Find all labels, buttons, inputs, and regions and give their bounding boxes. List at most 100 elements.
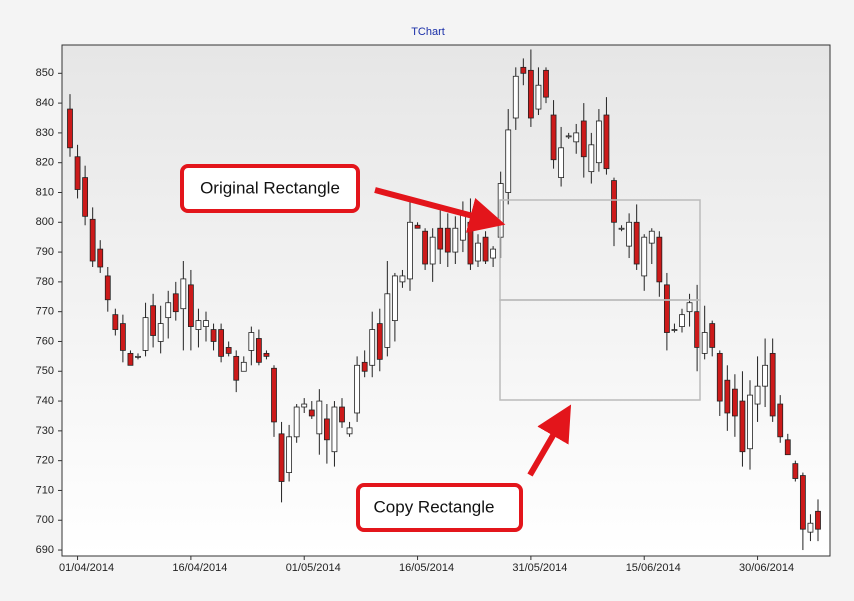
y-tick-label: 820 [36,157,54,169]
candle-body [618,227,625,230]
y-tick-label: 740 [36,395,54,407]
candle-body [512,75,519,119]
candle-body [74,156,81,190]
candle-body [119,323,126,351]
candle-body [271,367,277,423]
candle-body [543,69,549,98]
x-tick-label: 31/05/2014 [512,562,567,574]
y-tick-label: 690 [36,544,54,556]
candle-body [218,329,225,357]
candle-body [82,177,89,217]
candle-body [777,403,784,438]
candle-body [172,293,179,313]
candle-body [527,69,534,119]
candle-body [293,406,300,438]
y-tick-label: 700 [36,514,54,526]
candle-body [490,248,497,259]
candle-body [233,355,240,381]
candle-body [422,230,429,265]
arrow [527,404,572,477]
candle-body [565,135,572,138]
chart-title: TChart [411,26,445,38]
candle-body [112,314,119,330]
arrow [374,187,506,233]
candle-body [558,147,565,178]
candle-body [180,278,187,310]
candle-body [384,293,391,348]
candle-body [709,323,716,348]
candle-body [339,406,345,423]
candle-body [724,379,731,414]
candle-body [135,355,141,358]
candle-body [210,329,217,342]
callout-text: Original Rectangle [200,178,340,197]
candle-body [716,352,723,402]
candle-body [157,323,164,342]
candle-body [308,409,315,417]
candle-body [754,385,761,405]
candle-body [731,388,738,417]
candle-body [369,329,376,366]
candle-body [263,352,270,357]
callout-box [180,164,360,213]
candle-body [671,329,678,331]
candle-body [323,418,330,441]
candle-body [203,320,209,327]
candle-body [361,361,368,372]
y-tick-label: 840 [36,97,54,109]
candle-body [414,224,421,229]
candle-body [784,439,791,456]
candle-body [701,332,708,354]
callout-box [356,483,523,532]
candle-body [686,302,693,313]
candle-body [656,236,663,283]
x-tick-label: 16/05/2014 [399,562,454,574]
candle-body [437,227,444,250]
candle-body [595,120,602,164]
candle-body [301,403,308,408]
x-tick-label: 16/04/2014 [172,562,227,574]
candle-body [694,311,701,348]
y-tick-label: 710 [36,484,54,496]
candle-body [588,144,595,173]
y-tick-label: 830 [36,127,54,139]
candle-body [376,323,383,360]
candle-body [475,242,481,262]
y-tick-label: 780 [36,276,54,288]
candle-body [611,180,617,223]
candle-body [444,227,451,253]
candle-body [187,284,194,327]
candle-body [482,236,489,262]
copy-rectangle [499,299,701,401]
candle-body [679,314,685,327]
candle-body [142,317,149,351]
candle-body [792,463,799,479]
x-tick-label: 01/05/2014 [286,562,341,574]
candle-body [278,433,285,482]
candle-body [739,400,746,453]
y-tick-label: 730 [36,425,54,437]
candle-body [769,352,776,417]
candle-body [248,332,255,351]
candle-body [807,522,814,533]
y-tick-label: 750 [36,365,54,377]
candle-body [626,221,633,247]
y-tick-label: 770 [36,306,54,318]
candle-body [452,227,459,253]
candle-body [286,436,293,473]
candle-body [127,352,134,366]
candle-body [331,406,338,453]
candle-body [747,394,753,450]
y-tick-label: 720 [36,455,54,467]
candle-body [165,302,172,319]
candle-body [799,475,806,530]
candle-body [150,305,157,336]
y-tick-label: 790 [36,246,54,258]
candle-body [346,427,353,435]
candle-body [633,221,640,265]
candle-body [535,84,542,110]
candle-body [762,364,769,387]
x-tick-label: 01/04/2014 [59,562,114,574]
candle-body [316,400,323,435]
candle-body [663,284,670,333]
